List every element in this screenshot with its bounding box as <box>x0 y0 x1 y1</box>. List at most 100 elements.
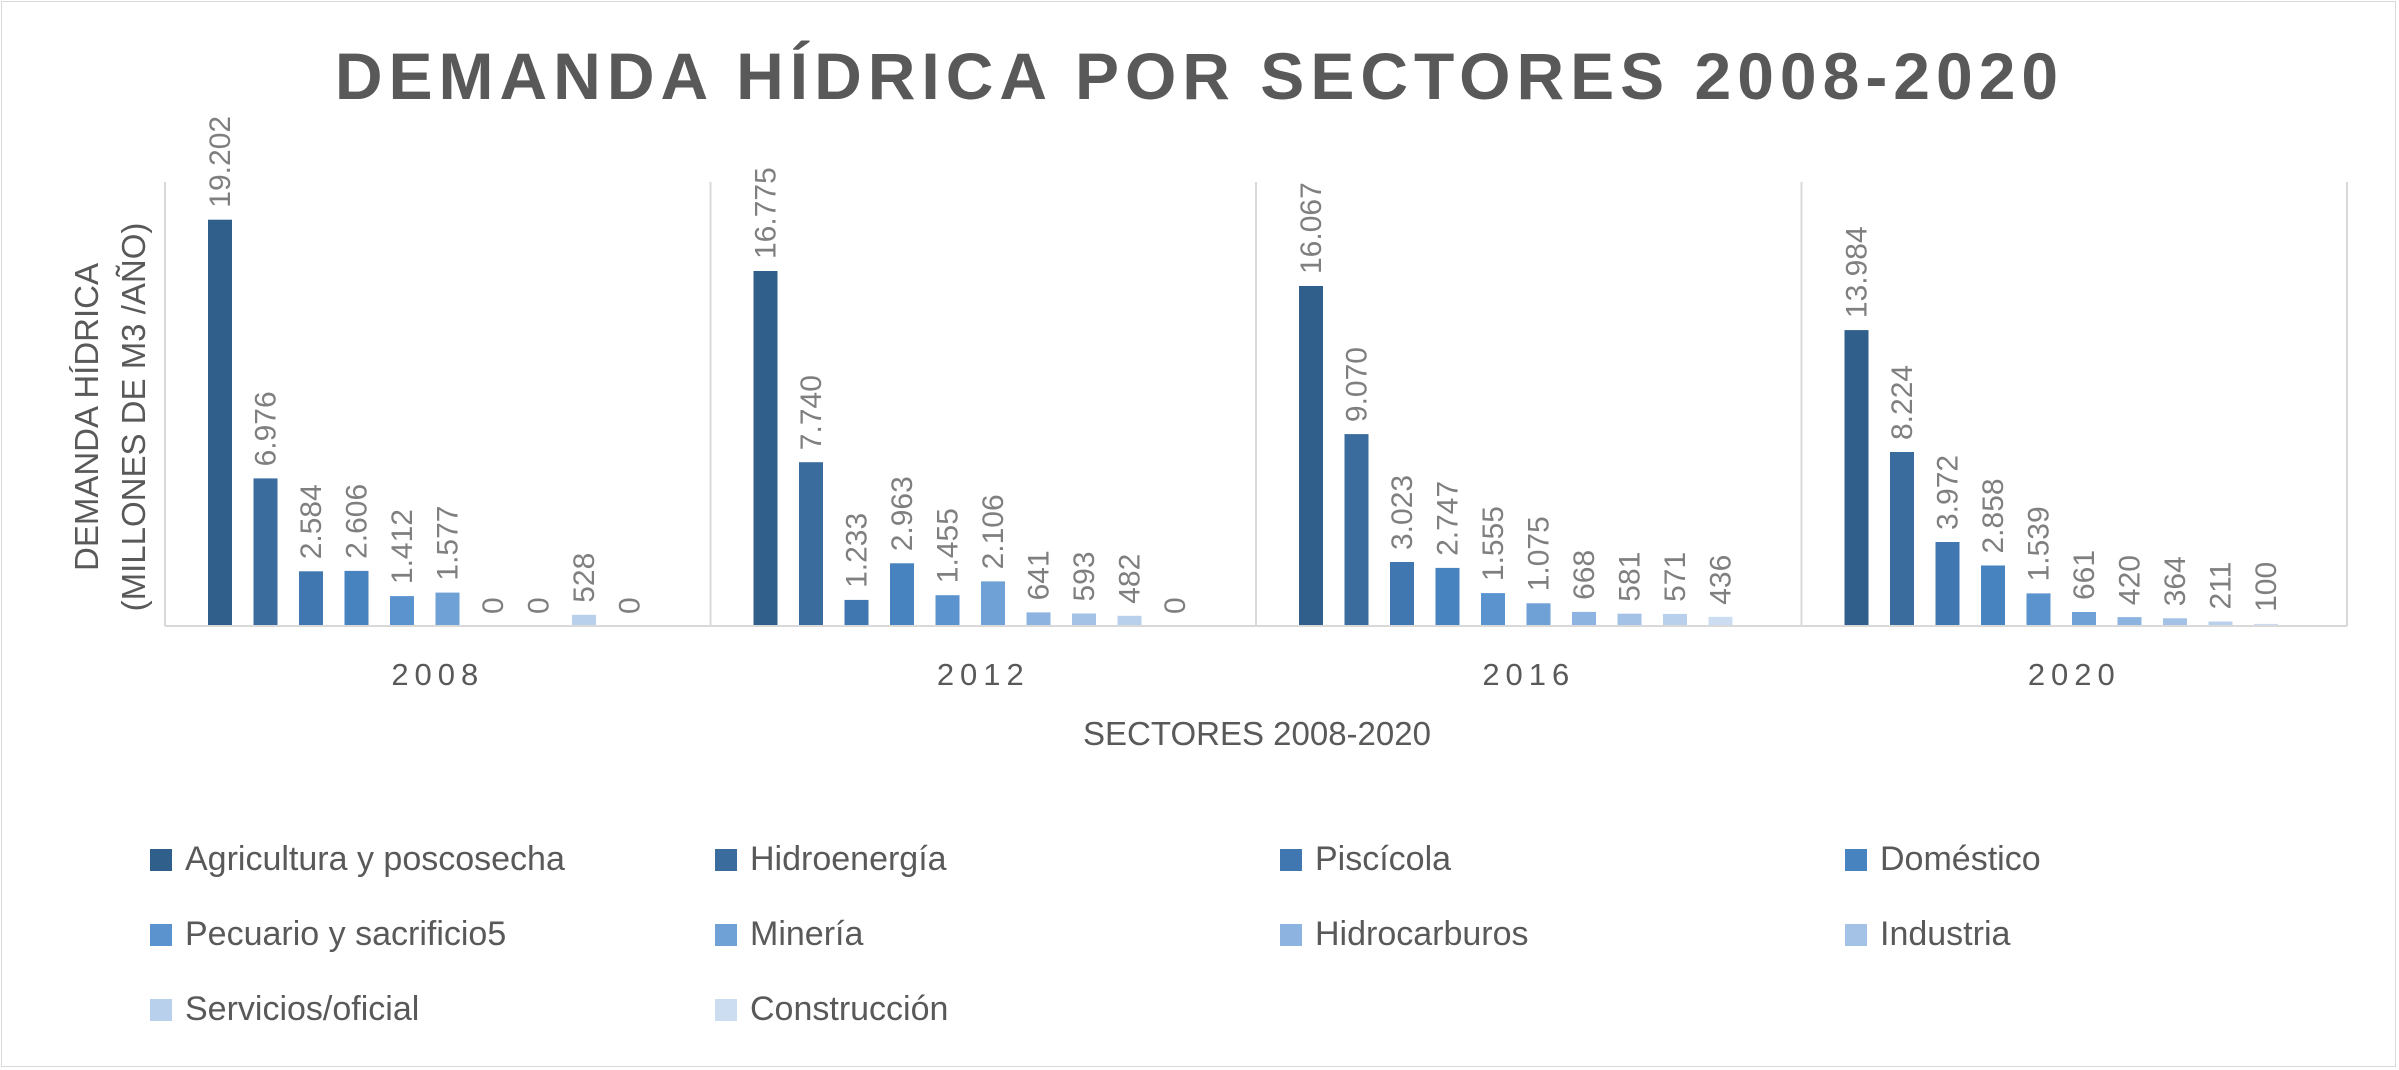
data-label: 1.233 <box>841 513 874 588</box>
legend-item: Agricultura y poscosecha <box>150 822 715 897</box>
bar <box>435 592 460 626</box>
data-label: 668 <box>1568 550 1601 600</box>
bar <box>890 563 914 626</box>
bar <box>1572 611 1596 626</box>
bar <box>344 570 369 626</box>
data-label: 1.539 <box>2023 506 2056 581</box>
data-label: 593 <box>1068 551 1101 601</box>
legend-item: Minería <box>715 897 1280 972</box>
legend-label: Construcción <box>750 990 949 1028</box>
y-axis-title-line1: DEMANDA HÍDRICA <box>68 263 105 571</box>
legend-swatch <box>150 923 172 946</box>
data-label: 13.984 <box>1841 226 1874 318</box>
category-label: 2020 <box>2028 657 2121 692</box>
data-label: 2.963 <box>886 476 919 551</box>
data-label: 581 <box>1614 552 1647 602</box>
legend-item: Doméstico <box>1845 822 2350 897</box>
legend-item: Servicios/oficial <box>150 972 715 1047</box>
bars-group <box>208 219 2278 626</box>
bar <box>1117 615 1142 626</box>
bar <box>1935 542 1960 626</box>
legend-item: Construcción <box>715 972 1280 1047</box>
data-label: 7.740 <box>795 375 828 450</box>
data-label: 2.606 <box>341 484 374 559</box>
category-label: 2012 <box>937 657 1030 692</box>
data-label: 1.075 <box>1523 516 1556 591</box>
data-label: 19.202 <box>204 116 237 208</box>
data-label: 661 <box>2068 550 2101 600</box>
bar <box>1072 613 1096 626</box>
bar <box>1344 434 1369 626</box>
bar <box>1526 603 1551 626</box>
x-axis-title: SECTORES 2008-2020 <box>1083 715 1431 752</box>
bar <box>253 478 278 626</box>
legend-label: Pecuario y sacrificio5 <box>185 915 507 953</box>
bar <box>1890 452 1914 626</box>
legend-label: Minería <box>750 915 864 953</box>
bar <box>1617 613 1642 626</box>
legend-item: Hidroenergía <box>715 822 1280 897</box>
data-label: 0 <box>1159 597 1192 614</box>
bar <box>2208 621 2233 626</box>
legend-item: Piscícola <box>1280 822 1845 897</box>
data-label: 528 <box>568 553 601 603</box>
legend-item: Pecuario y sacrificio5 <box>150 897 715 972</box>
data-label: 100 <box>2250 562 2283 612</box>
legend-swatch <box>715 923 737 946</box>
bar <box>753 271 778 626</box>
bar <box>1981 565 2005 626</box>
y-axis-title-line2: (MILLONES DE M3 /AÑO) <box>115 223 152 612</box>
bar <box>1390 562 1414 626</box>
bar <box>1299 286 1323 626</box>
bar <box>1708 616 1733 626</box>
legend-swatch <box>1280 848 1302 871</box>
legend-swatch <box>1845 848 1867 871</box>
data-label: 3.023 <box>1386 475 1419 550</box>
bar <box>935 595 960 626</box>
category-label: 2016 <box>1482 657 1575 692</box>
bar <box>1026 612 1051 626</box>
data-label: 2.747 <box>1432 481 1465 556</box>
data-label: 420 <box>2114 555 2147 605</box>
legend-swatch <box>1845 923 1867 946</box>
legend: Agricultura y poscosecha Hidroenergía Pisc… <box>150 822 2350 1047</box>
bar <box>799 462 823 626</box>
data-label: 0 <box>477 597 510 614</box>
data-label: 16.067 <box>1295 182 1328 274</box>
legend-label: Doméstico <box>1880 840 2041 878</box>
legend-item: Industria <box>1845 897 2350 972</box>
data-label: 2.584 <box>295 484 328 559</box>
legend-item: Hidrocarburos <box>1280 897 1845 972</box>
data-label: 6.976 <box>250 391 283 466</box>
bar <box>2254 623 2278 626</box>
data-label: 0 <box>614 597 647 614</box>
legend-label: Piscícola <box>1315 840 1452 878</box>
bar <box>981 581 1005 626</box>
legend-swatch <box>715 848 737 871</box>
bar <box>1844 330 1869 626</box>
category-labels-group: 2008 2012 2016 2020 <box>391 657 2121 692</box>
data-label: 1.412 <box>386 509 419 584</box>
bar <box>572 614 596 626</box>
bar <box>2072 612 2096 626</box>
data-label: 571 <box>1659 552 1692 602</box>
data-label: 1.455 <box>932 508 965 583</box>
bar <box>2117 617 2142 626</box>
data-label: 0 <box>523 597 556 614</box>
data-label: 641 <box>1023 550 1056 600</box>
bar <box>299 571 323 626</box>
bar <box>844 599 869 626</box>
bar <box>1435 567 1460 626</box>
chart-title: DEMANDA HÍDRICA POR SECTORES 2008-2020 <box>334 39 2065 113</box>
legend-label: Hidroenergía <box>750 840 947 878</box>
legend-swatch <box>1280 923 1302 946</box>
data-label: 2.106 <box>977 494 1010 569</box>
data-label: 9.070 <box>1341 347 1374 422</box>
bar <box>1663 613 1687 626</box>
data-label: 1.555 <box>1477 506 1510 581</box>
bar <box>208 219 232 626</box>
legend-swatch <box>150 998 172 1021</box>
